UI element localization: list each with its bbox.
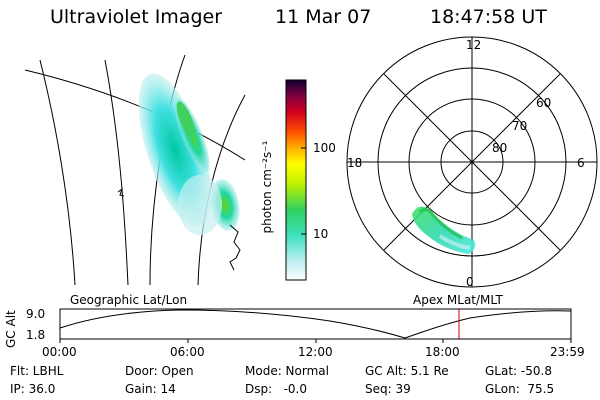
orbit-xtick-1200: 12:00	[298, 345, 333, 359]
mlt-label-12: 12	[466, 38, 482, 52]
orbit-xtick-0000: 00:00	[42, 345, 77, 359]
colorbar-tick-10: 10	[313, 227, 329, 241]
mlt-label-18: 18	[347, 156, 363, 170]
lat-label-80: 80	[492, 141, 508, 155]
status-mode: Mode: Normal	[245, 364, 329, 378]
instrument-title: Ultraviolet Imager	[50, 6, 223, 28]
time-label: 18:47:58 UT	[430, 6, 547, 28]
orbit-ytick-1-8: 1.8	[26, 328, 46, 342]
lat-label-70: 70	[512, 119, 528, 133]
status-dsp: Dsp: -0.0	[245, 382, 308, 396]
status-glat: GLat: -50.8	[485, 364, 552, 378]
status-filter: Flt: LBHL	[10, 364, 64, 378]
status-glon: GLon: 75.5	[485, 382, 555, 396]
lat-label-60: 60	[536, 96, 552, 110]
date-label: 11 Mar 07	[275, 6, 372, 28]
status-gain: Gain: 14	[125, 382, 176, 396]
orbit-ytick-9: 9.0	[26, 307, 46, 321]
geographic-panel-label: Geographic Lat/Lon	[70, 293, 188, 307]
colorbar-tick-100: 100	[313, 141, 336, 155]
status-ip: IP: 36.0	[10, 382, 56, 396]
orbit-ylabel: GC Alt	[4, 310, 18, 348]
status-seq: Seq: 39	[365, 382, 411, 396]
mlt-label-6: 6	[577, 156, 585, 170]
apex-panel-label: Apex MLat/MLT	[413, 293, 503, 307]
orbit-xtick-1800: 18:00	[425, 345, 460, 359]
orbit-xtick-0600: 06:00	[170, 345, 205, 359]
orbit-xtick-2359: 23:59	[550, 345, 585, 359]
status-door: Door: Open	[125, 364, 194, 378]
status-gc-alt: GC Alt: 5.1 Re	[365, 364, 449, 378]
colorbar-unit-label: photon cm⁻²s⁻¹	[260, 140, 274, 234]
mlt-label-0: 0	[466, 275, 474, 289]
